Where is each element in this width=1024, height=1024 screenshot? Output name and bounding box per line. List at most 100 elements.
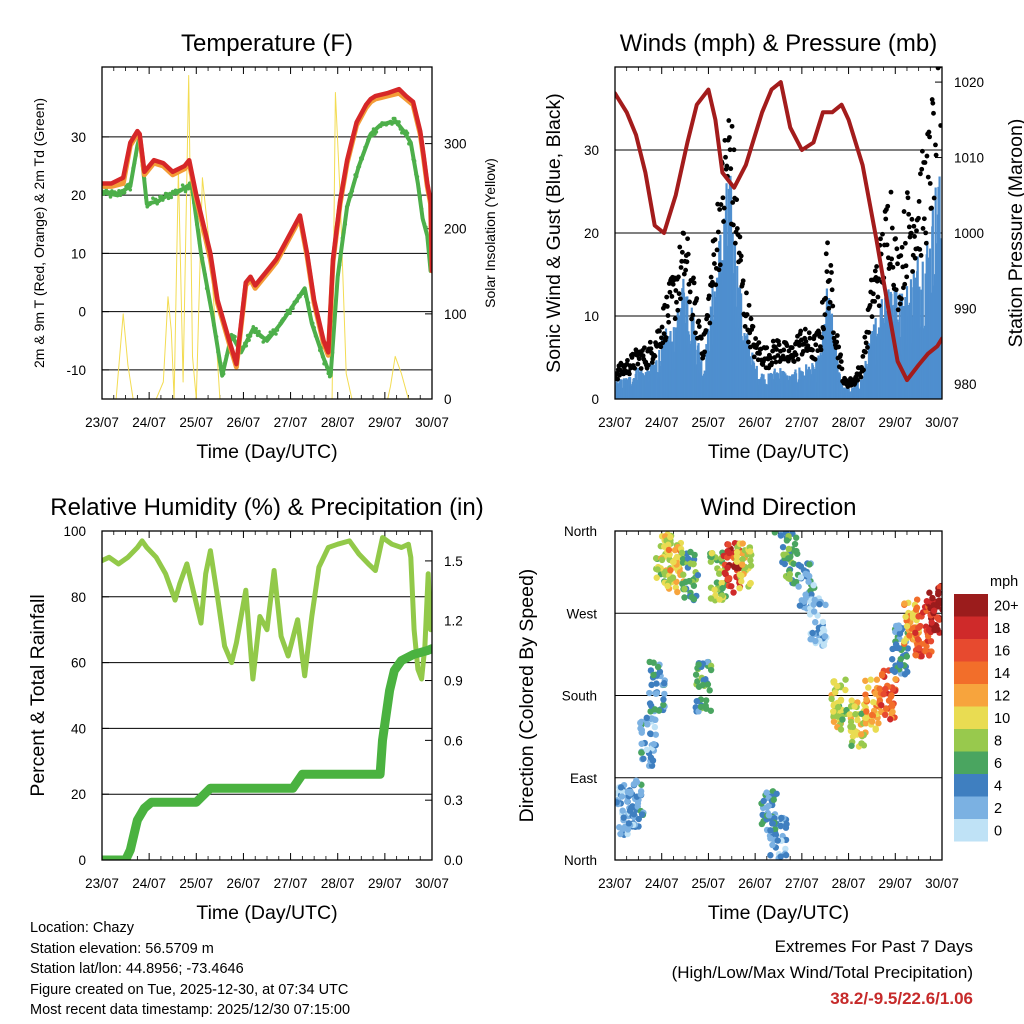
direction-point bbox=[728, 583, 735, 590]
dewpoint-point bbox=[351, 181, 356, 186]
panel-title: Wind Direction bbox=[700, 494, 856, 521]
dewpoint-point bbox=[221, 372, 226, 376]
direction-point bbox=[688, 593, 695, 601]
x-tick-label: 27/07 bbox=[785, 876, 819, 891]
colorbar-label: 0 bbox=[994, 823, 1002, 839]
colorbar-swatch bbox=[954, 706, 988, 729]
direction-point bbox=[738, 578, 745, 585]
gust-point bbox=[876, 303, 882, 309]
colorbar-swatch bbox=[954, 819, 988, 842]
dewpoint-point bbox=[310, 321, 315, 326]
colorbar-label: 16 bbox=[994, 643, 1010, 659]
direction-point bbox=[673, 553, 681, 561]
gust-point bbox=[647, 339, 653, 345]
extremes-subtitle: (High/Low/Max Wind/Total Precipitation) bbox=[671, 963, 973, 982]
direction-point bbox=[769, 820, 776, 827]
x-tick-label: 24/07 bbox=[645, 876, 679, 891]
gust-point bbox=[897, 301, 903, 307]
gust-point bbox=[867, 302, 873, 308]
direction-point bbox=[711, 586, 718, 593]
gust-point bbox=[866, 330, 872, 335]
gust-point bbox=[919, 166, 925, 172]
direction-point bbox=[782, 845, 789, 853]
gust-point bbox=[812, 356, 818, 362]
gust-point bbox=[810, 347, 815, 353]
dewpoint-point bbox=[329, 370, 333, 375]
x-tick-label: 28/07 bbox=[832, 415, 866, 430]
direction-point bbox=[888, 703, 896, 710]
dewpoint-point bbox=[374, 130, 379, 134]
gust-point bbox=[707, 320, 713, 326]
x-tick-label: 27/07 bbox=[785, 415, 819, 430]
x-tick-label: 30/07 bbox=[925, 415, 959, 430]
direction-point bbox=[651, 723, 659, 731]
dewpoint-point bbox=[114, 191, 118, 195]
direction-point bbox=[892, 676, 899, 683]
direction-point bbox=[615, 799, 620, 806]
dewpoint-point bbox=[422, 222, 427, 226]
gust-point bbox=[659, 324, 665, 330]
direction-point bbox=[652, 731, 659, 738]
direction-point bbox=[901, 638, 908, 645]
direction-point bbox=[848, 697, 855, 704]
direction-point bbox=[918, 653, 925, 660]
dewpoint-point bbox=[326, 371, 331, 376]
direction-point bbox=[747, 562, 755, 569]
direction-point bbox=[938, 597, 942, 605]
direction-point bbox=[765, 812, 773, 819]
gust-point bbox=[674, 299, 679, 305]
gust-point bbox=[694, 296, 700, 301]
y-axis-label: Direction (Colored By Speed) bbox=[516, 569, 538, 823]
dewpoint-point bbox=[415, 175, 420, 179]
direction-point bbox=[846, 711, 853, 718]
direction-point bbox=[736, 584, 743, 592]
direction-point bbox=[842, 686, 849, 694]
direction-point bbox=[858, 710, 865, 717]
gust-point bbox=[684, 259, 690, 265]
dewpoint-point bbox=[339, 250, 343, 255]
direction-point bbox=[660, 701, 667, 709]
gust-point bbox=[721, 205, 727, 211]
direction-point bbox=[782, 851, 790, 859]
dewpoint-point bbox=[131, 166, 135, 170]
direction-point bbox=[914, 636, 922, 643]
gust-point bbox=[706, 293, 712, 299]
dewpoint-point bbox=[260, 335, 264, 339]
gust-point bbox=[727, 135, 732, 140]
direction-point bbox=[889, 708, 896, 716]
direction-point bbox=[713, 579, 721, 586]
dewpoint-point bbox=[275, 328, 280, 332]
direction-point bbox=[912, 606, 920, 613]
gust-point bbox=[690, 312, 696, 318]
colorbar-swatch bbox=[954, 639, 988, 662]
gust-point bbox=[927, 134, 932, 140]
pressure-line bbox=[615, 80, 942, 383]
extremes-box: Extremes For Past 7 Days (High/Low/Max W… bbox=[672, 934, 973, 1012]
direction-point bbox=[857, 731, 865, 738]
gust-point bbox=[827, 299, 833, 305]
direction-point bbox=[634, 800, 642, 807]
gust-point bbox=[912, 234, 917, 239]
direction-point bbox=[880, 691, 887, 698]
direction-point bbox=[927, 637, 935, 645]
dewpoint-point bbox=[342, 231, 346, 235]
gust-point bbox=[664, 304, 670, 309]
gust-point bbox=[774, 347, 779, 352]
direction-point bbox=[882, 705, 890, 712]
dewpoint-point bbox=[412, 159, 417, 163]
gust-point bbox=[742, 324, 748, 329]
direction-point bbox=[739, 540, 746, 547]
dewpoint-point bbox=[357, 164, 362, 169]
y-tick-label: 0 bbox=[78, 853, 86, 868]
x-tick-label: 24/07 bbox=[645, 415, 679, 430]
x-tick-label: 26/07 bbox=[227, 876, 261, 891]
y-tick-label: 0 bbox=[591, 392, 599, 407]
dewpoint-point bbox=[186, 186, 191, 191]
gust-point bbox=[898, 253, 904, 259]
direction-point bbox=[795, 561, 802, 569]
gust-point bbox=[731, 147, 737, 153]
gust-point bbox=[642, 345, 647, 351]
y2-tick-label: 990 bbox=[954, 301, 977, 316]
gust-point bbox=[740, 278, 746, 284]
gust-point bbox=[652, 353, 658, 359]
